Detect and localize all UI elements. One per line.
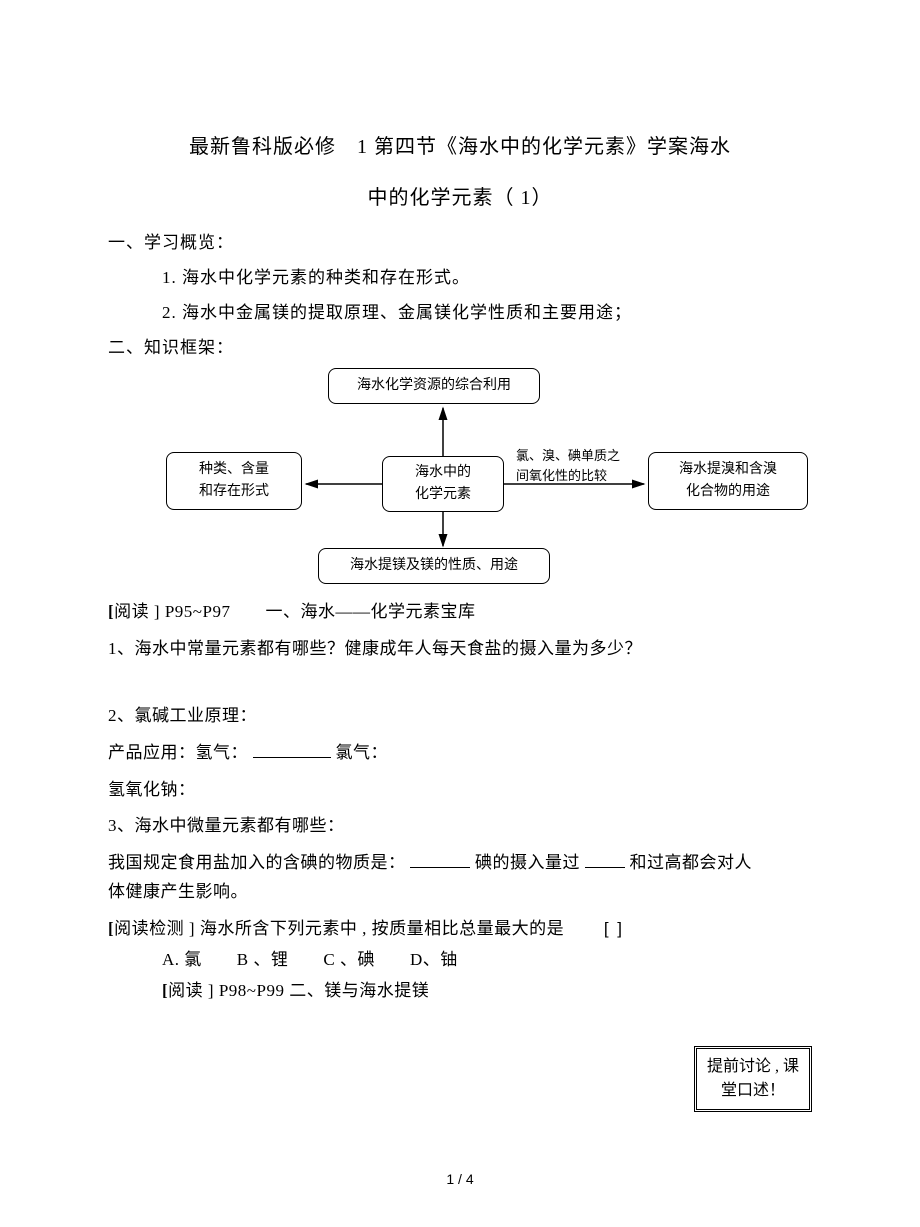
q3-line: 3、海水中微量元素都有哪些： [108, 812, 812, 841]
sec1-item1: 1. 海水中化学元素的种类和存在形式。 [162, 263, 812, 288]
q2-line: 2、氯碱工业原理： [108, 702, 812, 731]
diagram-box-center: 海水中的 化学元素 [382, 456, 504, 512]
diagram-left-l1: 种类、含量 [199, 459, 269, 481]
q2-naoh: 氢氧化钠： [108, 776, 812, 805]
diagram-box-left: 种类、含量 和存在形式 [166, 452, 302, 510]
diagram-left-l2: 和存在形式 [199, 481, 269, 503]
title-line1: 最新鲁科版必修 1 第四节《海水中的化学元素》学案海水 [108, 130, 812, 159]
q2-products: 产品应用：氢气： 氯气： [108, 739, 812, 768]
diagram-box-top: 海水化学资源的综合利用 [328, 368, 540, 404]
note-box: 提前讨论 , 课 堂口述！ [694, 1046, 812, 1112]
title-line2: 中的化学元素（ 1） [108, 181, 812, 210]
diagram-center-l1: 海水中的 [415, 462, 471, 484]
diagram-right-l1: 海水提溴和含溴 [679, 459, 777, 481]
check-text: 海水所含下列元素中 , 按质量相比总量最大的是 [200, 919, 564, 938]
q1: 1、海水中常量元素都有哪些？健康成年人每天食盐的摄入量为多少？ [108, 635, 812, 664]
q3-sub-pre: 我国规定食用盐加入的含碘的物质是： [108, 853, 406, 872]
section1-heading: 一、学习概览： [108, 228, 812, 253]
diagram-right-l2: 化合物的用途 [686, 481, 770, 503]
sec1-item2: 2. 海水中金属镁的提取原理、金属镁化学性质和主要用途； [162, 298, 812, 323]
diagram-box-bottom: 海水提镁及镁的性质、用途 [318, 548, 550, 584]
diagram-top-text: 海水化学资源的综合利用 [357, 375, 511, 397]
reading1-after: 一、海水——化学元素宝库 [230, 602, 475, 621]
check-answer-bracket: [ ] [604, 919, 624, 938]
page: 最新鲁科版必修 1 第四节《海水中的化学元素》学案海水 中的化学元素（ 1） 一… [0, 0, 920, 1227]
check-options: A. 氯 B 、锂 C 、碘 D、铀 [162, 946, 812, 975]
q3-sub-mid: 碘的摄入量过 [475, 853, 580, 872]
q3-sub-post: 和过高都会对人 [630, 853, 753, 872]
blank-iodine-low [585, 850, 625, 868]
note-l2: 堂口述！ [707, 1079, 799, 1103]
reading2-after: 二、镁与海水提镁 [284, 981, 429, 1000]
reading2-label: 阅读 ] P98~P99 [168, 981, 284, 1000]
edge-label-l2: 间氧化性的比较 [516, 466, 620, 486]
diagram-box-right: 海水提溴和含溴 化合物的用途 [648, 452, 808, 510]
diagram-center-l2: 化学元素 [415, 484, 471, 506]
check-line: [阅读检测 ] 海水所含下列元素中 , 按质量相比总量最大的是 [ ] [108, 915, 812, 944]
blank-h2 [253, 740, 331, 758]
q2-prod-post: 氯气： [336, 743, 389, 762]
q2-prod-pre: 产品应用：氢气： [108, 743, 248, 762]
note-l1: 提前讨论 , 课 [707, 1055, 799, 1079]
diagram-edge-label: 氯、溴、碘单质之 间氧化性的比较 [516, 446, 620, 485]
edge-label-l1: 氯、溴、碘单质之 [516, 446, 620, 466]
reading1-label: 阅读 ] P95~P97 [114, 602, 230, 621]
diagram-bottom-text: 海水提镁及镁的性质、用途 [350, 555, 518, 577]
reading1-line: [阅读 ] P95~P97 一、海水——化学元素宝库 [108, 598, 812, 627]
page-number: 1 / 4 [0, 1171, 920, 1187]
blank-iodine-substance [410, 850, 470, 868]
q3-sub-line1: 我国规定食用盐加入的含碘的物质是： 碘的摄入量过 和过高都会对人 [108, 849, 812, 878]
section2-heading: 二、知识框架： [108, 333, 812, 358]
reading2-line: [阅读 ] P98~P99 二、镁与海水提镁 [162, 977, 812, 1006]
q3-sub-line2: 体健康产生影响。 [108, 878, 812, 907]
check-label: 阅读检测 ] [114, 919, 200, 938]
knowledge-diagram: 海水化学资源的综合利用 海水中的 化学元素 种类、含量 和存在形式 海水提溴和含… [108, 368, 812, 588]
